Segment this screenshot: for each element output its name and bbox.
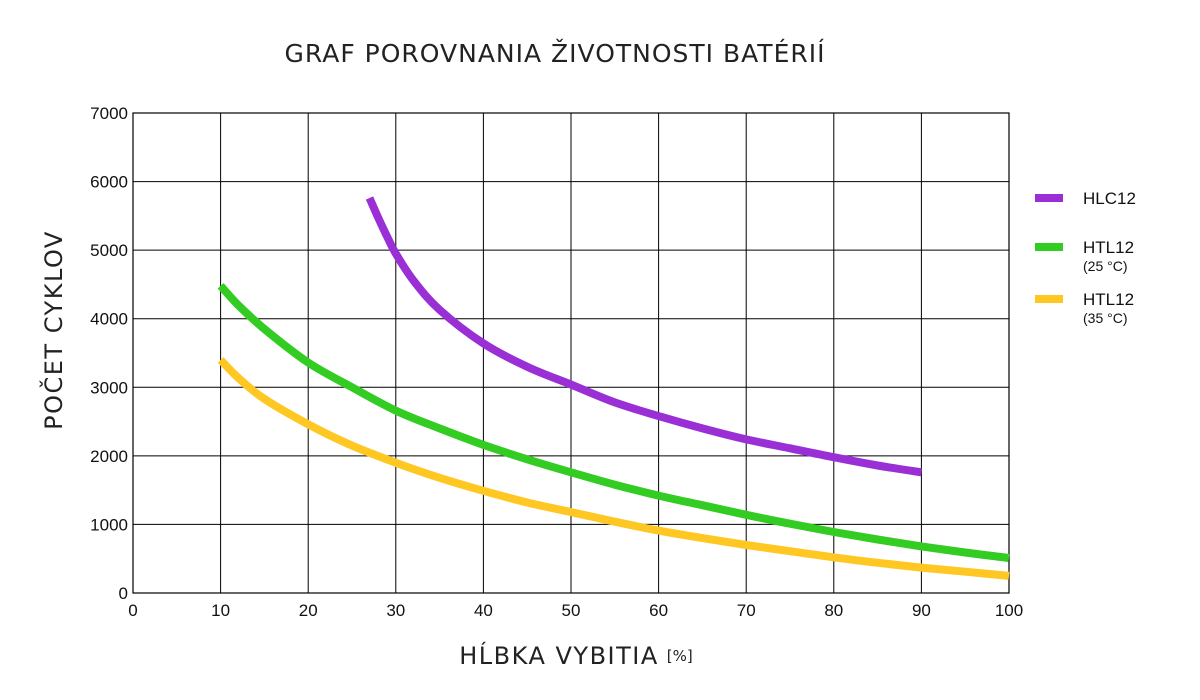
x-tick-label: 0 [128, 601, 137, 620]
y-tick-label: 4000 [90, 310, 128, 329]
x-tick-label: 90 [912, 601, 931, 620]
x-tick-label: 70 [737, 601, 756, 620]
series-lines [217, 196, 1010, 580]
legend-label: HTL12 [1083, 238, 1134, 257]
x-tick-labels: 0 10 20 30 40 50 60 70 80 90 100 [128, 601, 1023, 620]
x-tick-label: 60 [649, 601, 668, 620]
x-tick-label: 30 [386, 601, 405, 620]
y-axis-title: POČET CYKLOV [38, 230, 68, 430]
y-tick-label: 1000 [90, 515, 128, 534]
x-tick-label: 40 [474, 601, 493, 620]
legend-sublabel: (35 °C) [1083, 310, 1128, 326]
y-tick-labels: 0 1000 2000 3000 4000 5000 6000 7000 [90, 104, 128, 603]
x-tick-label: 10 [211, 601, 230, 620]
x-tick-label: 100 [995, 601, 1023, 620]
x-axis-title: HĹBKA VYBITIA [459, 641, 659, 670]
x-tick-label: 50 [562, 601, 581, 620]
y-tick-label: 6000 [90, 173, 128, 192]
series-line-2 [217, 283, 1010, 562]
chart-title: GRAF POROVNANIA ŽIVOTNOSTI BATÉRIÍ [285, 39, 826, 68]
series-line-1 [365, 196, 922, 477]
legend-label: HLC12 [1083, 189, 1136, 208]
y-tick-label: 3000 [90, 378, 128, 397]
grid [133, 113, 1009, 593]
x-tick-label: 80 [824, 601, 843, 620]
x-axis-title-group: HĹBKA VYBITIA [%] [459, 641, 693, 670]
y-tick-label: 2000 [90, 447, 128, 466]
y-tick-label: 7000 [90, 104, 128, 123]
series-line-3 [217, 357, 1010, 580]
legend-label: HTL12 [1083, 290, 1134, 309]
legend-sublabel: (25 °C) [1083, 258, 1128, 274]
x-tick-label: 20 [299, 601, 318, 620]
plot-frame [132, 112, 1010, 594]
x-axis-unit: [%] [667, 647, 693, 665]
y-tick-label: 5000 [90, 241, 128, 260]
y-tick-label: 0 [119, 584, 128, 603]
